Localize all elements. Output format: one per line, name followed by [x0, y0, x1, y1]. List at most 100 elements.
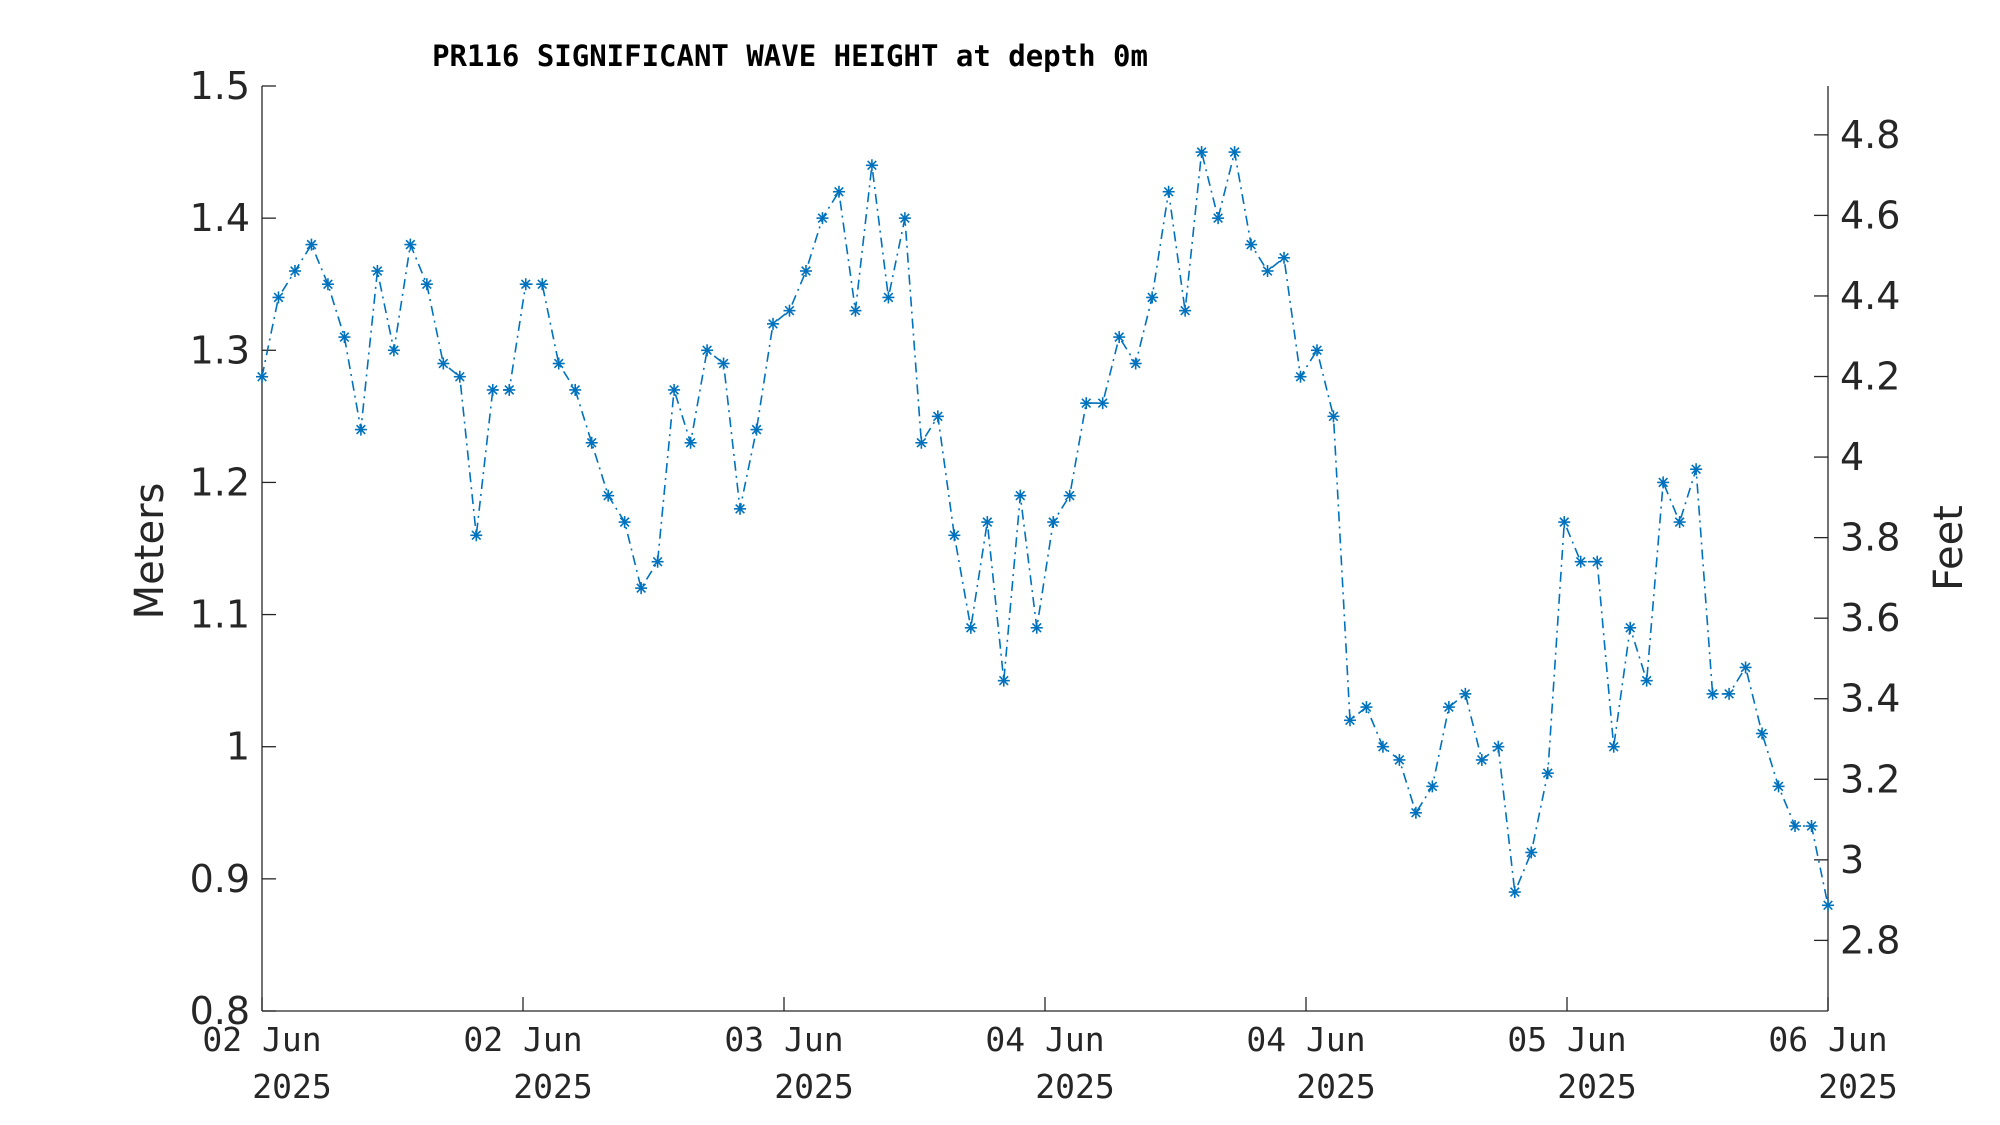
data-point-marker: [1096, 397, 1109, 410]
right-tick-label: 4: [1840, 435, 1864, 479]
marker-stroke: [636, 583, 647, 594]
marker-stroke: [1097, 398, 1108, 409]
data-point-marker: [750, 423, 763, 436]
data-point-marker: [1063, 489, 1076, 502]
data-point-marker: [1739, 661, 1752, 674]
marker-stroke: [998, 675, 1009, 686]
marker-stroke: [388, 345, 399, 356]
marker-stroke: [1806, 821, 1817, 831]
data-point-marker: [1541, 767, 1554, 780]
data-point-marker: [585, 436, 598, 449]
data-point-marker: [1624, 621, 1637, 634]
data-point-marker: [668, 383, 681, 396]
marker-stroke: [1509, 887, 1520, 897]
data-point-marker: [272, 291, 285, 304]
marker-stroke: [586, 437, 597, 448]
marker-stroke: [553, 358, 564, 369]
left-tick-label: 1.4: [190, 196, 250, 240]
x-tick-label-date: 06 Jun: [1768, 1020, 1887, 1059]
data-point-marker: [816, 212, 829, 225]
x-tick-label-year: 2025: [1818, 1067, 1897, 1106]
data-point-marker: [849, 304, 862, 317]
marker-stroke: [1378, 741, 1388, 752]
marker-stroke: [1427, 781, 1438, 792]
marker-stroke: [1493, 741, 1504, 752]
marker-stroke: [1328, 411, 1339, 422]
marker-stroke: [1196, 147, 1207, 157]
data-point-marker: [701, 344, 714, 357]
data-point-marker: [915, 436, 928, 449]
marker-stroke: [487, 385, 498, 395]
marker-stroke: [1740, 662, 1751, 673]
marker-stroke: [421, 279, 432, 290]
data-point-marker: [635, 582, 648, 595]
marker-stroke: [1361, 702, 1372, 712]
marker-stroke: [916, 437, 927, 448]
data-point-marker: [536, 278, 549, 291]
data-point-marker: [1294, 370, 1307, 383]
data-point-marker: [1360, 701, 1373, 714]
data-point-marker: [1426, 780, 1439, 793]
data-point-marker: [865, 159, 878, 172]
right-tick-label: 4.2: [1840, 355, 1900, 399]
data-point-marker: [1228, 146, 1241, 159]
data-point-marker: [1706, 687, 1719, 700]
marker-stroke: [652, 556, 663, 567]
x-tick-label-year: 2025: [774, 1067, 853, 1106]
marker-stroke: [1394, 755, 1405, 765]
marker-stroke: [1114, 332, 1125, 342]
marker-stroke: [619, 517, 630, 527]
data-point-marker: [305, 238, 318, 251]
data-point-marker: [338, 331, 351, 344]
data-point-marker: [734, 502, 747, 515]
data-point-marker: [1657, 476, 1670, 489]
data-point-marker: [1459, 687, 1472, 700]
data-point-marker: [1343, 714, 1356, 727]
marker-stroke: [290, 266, 300, 276]
marker-stroke: [867, 160, 877, 171]
marker-stroke: [1443, 702, 1454, 712]
marker-stroke: [1559, 517, 1570, 527]
marker-stroke: [817, 213, 828, 224]
marker-stroke: [1213, 213, 1223, 224]
x-tick-label-year: 2025: [1035, 1067, 1114, 1106]
data-point-marker: [964, 621, 977, 634]
marker-stroke: [1476, 755, 1487, 765]
marker-stroke: [1180, 305, 1191, 316]
marker-stroke: [1790, 821, 1800, 831]
marker-stroke: [1345, 715, 1355, 726]
marker-stroke: [1526, 847, 1537, 858]
x-tick-label-year: 2025: [1296, 1067, 1375, 1106]
data-point-marker: [387, 344, 400, 357]
marker-stroke: [257, 371, 267, 382]
data-point-marker: [898, 212, 911, 225]
data-point-marker: [1640, 674, 1653, 687]
data-point-marker: [453, 370, 466, 383]
data-point-marker: [1591, 555, 1604, 568]
data-point-marker: [1805, 820, 1818, 832]
data-point-marker: [1030, 621, 1043, 634]
left-tick-label: 0.8: [190, 989, 250, 1033]
data-point-marker: [404, 238, 417, 251]
data-point-marker: [799, 265, 812, 277]
data-point-marker: [602, 489, 615, 502]
data-point-marker: [569, 383, 582, 396]
data-point-marker: [1574, 555, 1587, 568]
chart-title: PR116 SIGNIFICANT WAVE HEIGHT at depth 0…: [432, 39, 1148, 73]
data-point-marker: [1475, 753, 1488, 766]
marker-stroke: [965, 622, 976, 633]
left-tick-label: 1.5: [190, 64, 250, 108]
marker-stroke: [454, 371, 465, 382]
marker-stroke: [1015, 490, 1026, 501]
data-point-marker: [832, 185, 845, 198]
marker-stroke: [405, 239, 416, 250]
marker-stroke: [1674, 517, 1685, 527]
right-tick-label: 3.6: [1840, 596, 1900, 640]
x-tick-label-date: 02 Jun: [463, 1020, 582, 1059]
data-point-marker: [1492, 740, 1505, 753]
right-y-ticks: 2.8 3 3.2 3.4 3.6 3.8 4 4.2 4.4 4.6 4.8: [1814, 113, 1900, 962]
marker-stroke: [1064, 490, 1075, 501]
marker-stroke: [883, 292, 894, 303]
marker-stroke: [982, 517, 993, 527]
